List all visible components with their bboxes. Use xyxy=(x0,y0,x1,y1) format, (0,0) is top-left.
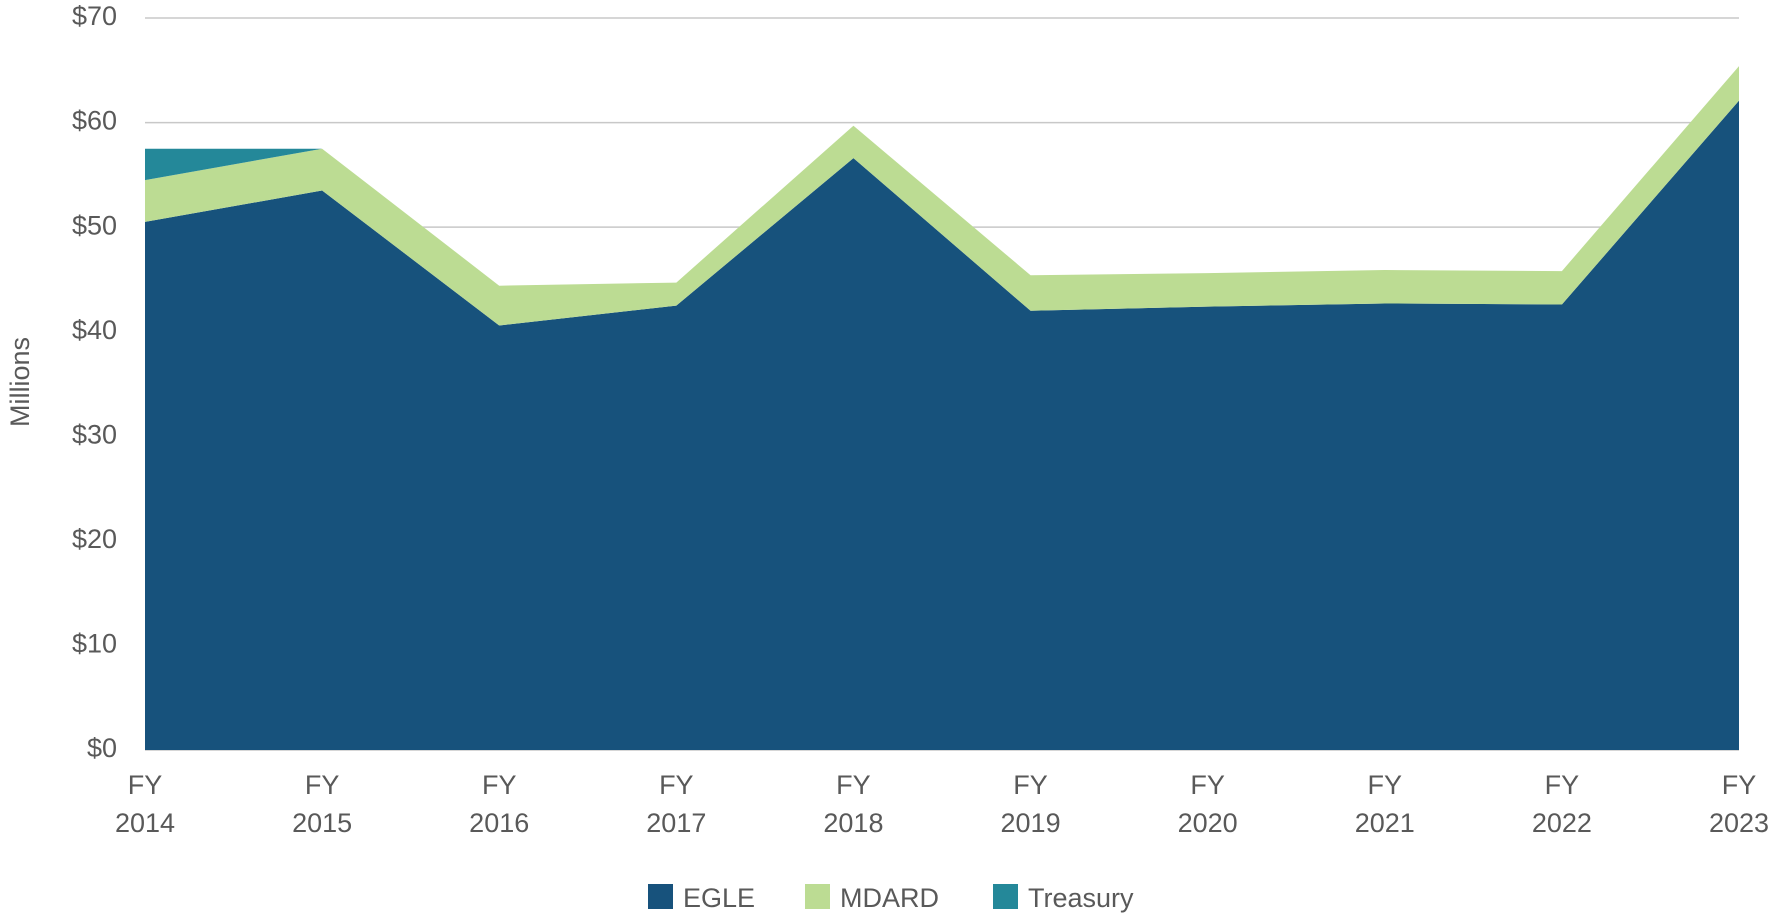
legend-label: EGLE xyxy=(683,883,755,913)
x-tick-label: FY 2016 xyxy=(469,770,529,838)
x-tick-label: FY 2018 xyxy=(823,770,883,838)
y-tick-label: $10 xyxy=(72,629,117,659)
y-tick-label: $60 xyxy=(72,106,117,136)
y-tick-label: $70 xyxy=(72,1,117,31)
x-tick-label: FY 2014 xyxy=(115,770,175,838)
area xyxy=(145,100,1739,750)
x-tick-label: FY 2015 xyxy=(292,770,352,838)
legend-swatch xyxy=(648,884,673,909)
y-tick-label: $30 xyxy=(72,419,117,449)
y-axis-label: Millions xyxy=(5,337,35,427)
legend-swatch xyxy=(805,884,830,909)
x-tick-label: FY 2020 xyxy=(1178,770,1238,838)
x-tick-label: FY 2017 xyxy=(646,770,706,838)
y-tick-label: $0 xyxy=(87,733,117,763)
y-tick-label: $50 xyxy=(72,210,117,240)
legend-label: Treasury xyxy=(1028,883,1134,913)
x-tick-label: FY 2021 xyxy=(1355,770,1415,838)
x-tick-label: FY 2022 xyxy=(1532,770,1592,838)
x-tick-label: FY 2019 xyxy=(1001,770,1061,838)
y-tick-label: $20 xyxy=(72,524,117,554)
legend-swatch xyxy=(993,884,1018,909)
x-tick-label: FY 2023 xyxy=(1709,770,1769,838)
legend-label: MDARD xyxy=(840,883,939,913)
y-tick-label: $40 xyxy=(72,315,117,345)
